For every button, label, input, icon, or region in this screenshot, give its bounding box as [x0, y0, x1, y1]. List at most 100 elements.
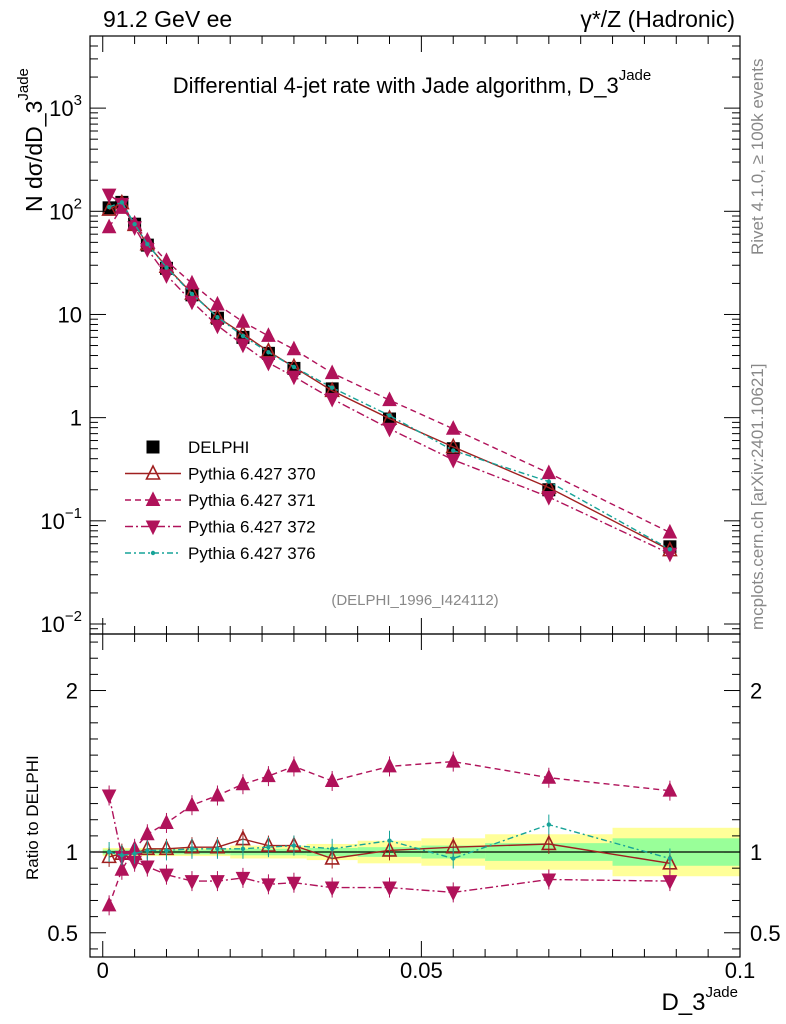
ratio-y-tick-label-right: 1 — [750, 840, 762, 865]
legend-label: DELPHI — [188, 438, 249, 457]
y-tick-label: 1 — [70, 406, 82, 431]
ratio-series-2-point — [324, 881, 340, 897]
legend-entry: Pythia 6.427 370 — [125, 464, 316, 484]
ratio-series-0-point — [381, 841, 398, 857]
ratio-series-3-point — [329, 846, 335, 851]
y-tick-label: 10−2 — [40, 608, 82, 637]
series-4-point — [106, 204, 112, 210]
ratio-frame — [89, 633, 741, 958]
ratio-series-3-point — [667, 856, 673, 861]
series-3-point — [184, 295, 200, 311]
x-tick-label: 0 — [97, 958, 109, 983]
series-4-point — [387, 413, 392, 418]
ratio-series-1-point — [286, 757, 302, 773]
series-2-point — [445, 420, 461, 435]
ratio-series-1-point — [261, 767, 276, 783]
ratio-series-2-point — [541, 873, 557, 889]
series-4-point — [164, 265, 169, 270]
legend-marker — [145, 491, 161, 506]
series-2-point — [210, 295, 225, 311]
ratio-series-3-point — [451, 856, 456, 861]
ratio-y-tick-label-right: 2 — [750, 679, 762, 704]
legend-entry: DELPHI — [146, 438, 249, 457]
x-tick-label: 0.1 — [725, 958, 756, 983]
ratio-series-1-point — [210, 786, 225, 802]
legend-marker — [150, 550, 156, 556]
series-4-point — [215, 315, 220, 320]
series-4-point — [132, 221, 137, 227]
series-4-point — [291, 364, 297, 370]
ratio-series-2-point — [101, 789, 117, 805]
series-2-point — [101, 218, 117, 234]
series-1-point — [101, 200, 117, 216]
series-3 — [101, 188, 678, 563]
ratio-series-0-point — [101, 847, 117, 864]
series-4-point — [451, 448, 456, 453]
series-2-point — [382, 391, 397, 407]
ratio-series-1-point — [140, 825, 155, 841]
ratio-series-2-point — [445, 886, 461, 902]
ratio-series-0-point — [662, 854, 678, 870]
series-2-point — [235, 313, 251, 328]
ratio-series-3-line — [108, 823, 671, 860]
legend-label: Pythia 6.427 376 — [188, 544, 316, 563]
ratio-series-3-point — [266, 844, 271, 850]
legend-label: Pythia 6.427 371 — [188, 491, 316, 510]
ratio-y-axis-label: Ratio to DELPHI — [23, 755, 42, 880]
series-4-point — [546, 479, 552, 484]
y-tick-label: 102 — [49, 195, 82, 224]
ratio-series-2-point — [210, 875, 225, 890]
legend-entry: Pythia 6.427 376 — [125, 544, 316, 563]
ratio-series-3-point — [546, 822, 552, 827]
series-3-point — [210, 319, 225, 335]
series-3-point — [286, 370, 302, 386]
series-2 — [101, 199, 678, 539]
series-3-point — [159, 269, 174, 284]
ratio-series-1-point — [445, 752, 461, 768]
ratio-series-3-point — [106, 849, 112, 855]
ratio-y-tick-label: 0.5 — [47, 921, 78, 946]
ratio-series-1-point — [324, 772, 340, 787]
rivet-label: Rivet 4.1.0, ≥ 100k events — [748, 59, 767, 255]
series-4-line — [108, 201, 671, 550]
process-label: γ*/Z (Hadronic) — [580, 6, 735, 32]
ratio-y-tick-label: 1 — [66, 840, 78, 865]
ratio-series-2-point — [159, 868, 174, 884]
series-3-point — [445, 453, 461, 469]
series-3-point — [235, 338, 251, 354]
ratio-series-1-point — [541, 769, 557, 784]
energy-label: 91.2 GeV ee — [103, 6, 232, 32]
ratio-series-1-point — [101, 896, 117, 912]
ratio-y-tick-label-right: 0.5 — [750, 921, 781, 946]
legend-entry: Pythia 6.427 371 — [125, 491, 316, 510]
series-4 — [106, 200, 673, 552]
ratio-series-3-point — [387, 838, 392, 843]
series-4-point — [266, 350, 271, 355]
series-4-point — [667, 547, 673, 552]
series-2-point — [324, 364, 340, 380]
ratio-series-1-point — [235, 775, 251, 791]
ratio-series-1 — [101, 751, 678, 916]
series-3-point — [541, 491, 557, 506]
ratio-series-2-point — [286, 876, 302, 892]
series-2-point — [184, 274, 200, 290]
ratio-series-3-point — [132, 851, 137, 856]
series-2-line — [108, 206, 671, 534]
ratio-series-3-point — [145, 848, 150, 853]
ratio-series-1-point — [662, 782, 678, 797]
x-tick-label: 0.05 — [400, 958, 443, 983]
y-tick-label: 103 — [49, 92, 82, 121]
series-4-point — [240, 333, 246, 339]
ratio-series-2-point — [235, 871, 251, 887]
x-axis-label: D_3Jade — [661, 984, 738, 1016]
ratio-series-1-point — [114, 861, 130, 876]
series-2-point — [662, 523, 678, 539]
series-1-point — [260, 341, 277, 358]
ratio-series-2-point — [382, 881, 397, 897]
legend-label: Pythia 6.427 372 — [188, 518, 316, 537]
ratio-panel: 0.5 0.5 1 1 2 2 0 0.05 0.1 Ratio to DELPHI D_3Ja… — [23, 633, 781, 1016]
series-4-point — [189, 291, 195, 297]
ratio-series-2-point — [662, 875, 678, 890]
mcplots-label: mcplots.cern.ch [arXiv:2401.10621] — [748, 364, 767, 630]
